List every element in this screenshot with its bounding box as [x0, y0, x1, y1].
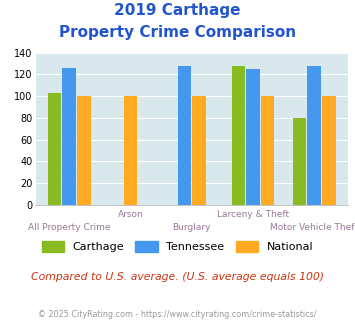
Bar — [307, 66, 321, 205]
Text: Property Crime Comparison: Property Crime Comparison — [59, 25, 296, 40]
Bar — [322, 96, 335, 205]
Bar — [62, 68, 76, 205]
Text: 2019 Carthage: 2019 Carthage — [114, 3, 241, 18]
Bar — [261, 96, 274, 205]
Bar — [124, 96, 137, 205]
Text: Larceny & Theft: Larceny & Theft — [217, 210, 289, 218]
Bar — [77, 96, 91, 205]
Bar — [48, 93, 61, 205]
Text: Arson: Arson — [118, 210, 143, 218]
Text: Motor Vehicle Theft: Motor Vehicle Theft — [270, 223, 355, 232]
Bar — [192, 96, 206, 205]
Bar — [231, 66, 245, 205]
Bar — [178, 66, 191, 205]
Legend: Carthage, Tennessee, National: Carthage, Tennessee, National — [37, 237, 318, 256]
Text: © 2025 CityRating.com - https://www.cityrating.com/crime-statistics/: © 2025 CityRating.com - https://www.city… — [38, 310, 317, 319]
Bar — [246, 69, 260, 205]
Text: Burglary: Burglary — [173, 223, 211, 232]
Text: All Property Crime: All Property Crime — [28, 223, 110, 232]
Text: Compared to U.S. average. (U.S. average equals 100): Compared to U.S. average. (U.S. average … — [31, 272, 324, 282]
Bar — [293, 118, 306, 205]
